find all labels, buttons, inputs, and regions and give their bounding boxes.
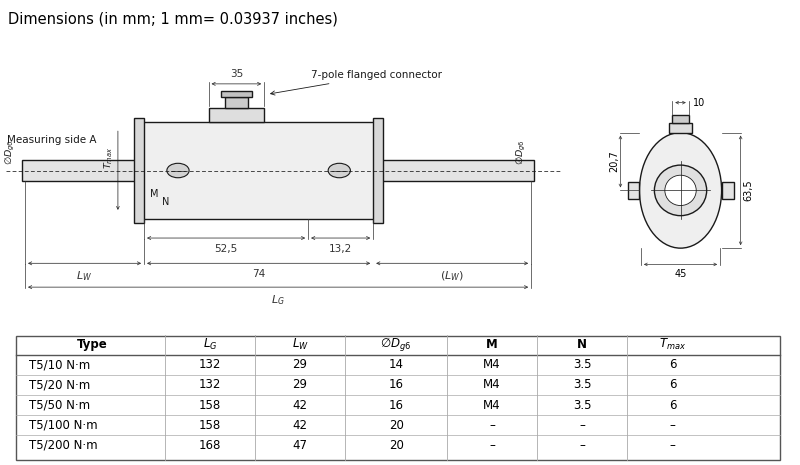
Text: 158: 158 [198, 399, 221, 412]
Text: $\emptyset D_{g6}$: $\emptyset D_{g6}$ [515, 139, 528, 165]
Circle shape [328, 163, 350, 178]
Text: 20: 20 [389, 439, 403, 452]
Text: M: M [486, 338, 498, 351]
Text: N: N [162, 197, 169, 207]
Text: 7-pole flanged connector: 7-pole flanged connector [270, 71, 442, 95]
Text: 63,5: 63,5 [744, 179, 754, 201]
Bar [134, 118, 144, 223]
Text: 29: 29 [293, 359, 307, 372]
Text: 35: 35 [230, 69, 243, 79]
Text: Type: Type [77, 338, 108, 351]
Text: 6: 6 [669, 399, 676, 412]
Text: 3.5: 3.5 [573, 359, 591, 372]
Text: –: – [489, 439, 495, 452]
Text: 42: 42 [293, 418, 307, 432]
Bar [139, 122, 378, 219]
Text: 132: 132 [198, 359, 221, 372]
Text: 16: 16 [389, 399, 403, 412]
Text: T5/50 N·m: T5/50 N·m [29, 399, 90, 412]
Text: $L_G$: $L_G$ [202, 337, 217, 352]
Text: $L_G$: $L_G$ [271, 293, 285, 307]
Text: T5/20 N·m: T5/20 N·m [29, 379, 90, 392]
Text: $(L_W)$: $(L_W)$ [440, 269, 464, 283]
Text: 16: 16 [389, 379, 403, 392]
Text: N: N [578, 338, 587, 351]
Text: 20: 20 [389, 418, 403, 432]
Text: –: – [579, 439, 586, 452]
Bar [722, 182, 734, 199]
Text: 10: 10 [693, 98, 705, 107]
Bar [627, 182, 639, 199]
Ellipse shape [639, 133, 722, 248]
Text: –: – [670, 439, 675, 452]
Circle shape [665, 175, 696, 206]
Text: 3.5: 3.5 [573, 399, 591, 412]
Bar [22, 159, 139, 181]
Bar [378, 159, 534, 181]
Text: $T_{max}$: $T_{max}$ [102, 147, 114, 169]
Text: Dimensions (in mm; 1 mm= 0.03937 inches): Dimensions (in mm; 1 mm= 0.03937 inches) [8, 12, 338, 27]
Text: 6: 6 [669, 379, 676, 392]
Circle shape [654, 165, 706, 216]
Text: 3.5: 3.5 [573, 379, 591, 392]
Text: M: M [150, 188, 158, 199]
Circle shape [167, 163, 189, 178]
Bar [221, 92, 252, 97]
Text: $L_W$: $L_W$ [77, 269, 93, 283]
Text: –: – [579, 418, 586, 432]
Text: Measuring side A: Measuring side A [6, 135, 96, 146]
Text: 132: 132 [198, 379, 221, 392]
Text: –: – [670, 418, 675, 432]
Bar [225, 97, 248, 108]
Text: M4: M4 [483, 359, 501, 372]
Text: 20,7: 20,7 [609, 151, 619, 173]
Text: $L_W$: $L_W$ [291, 337, 309, 352]
Text: 42: 42 [293, 399, 307, 412]
Bar [670, 123, 692, 133]
Text: T5/100 N·m: T5/100 N·m [29, 418, 98, 432]
Text: T5/200 N·m: T5/200 N·m [29, 439, 98, 452]
Text: 158: 158 [198, 418, 221, 432]
Text: M4: M4 [483, 399, 501, 412]
Text: 29: 29 [293, 379, 307, 392]
Text: $\emptyset D_{g6}$: $\emptyset D_{g6}$ [3, 139, 17, 165]
Text: –: – [489, 418, 495, 432]
Text: 74: 74 [252, 269, 266, 279]
Text: M4: M4 [483, 379, 501, 392]
Bar [374, 118, 383, 223]
Bar [672, 115, 689, 123]
Text: 6: 6 [669, 359, 676, 372]
Text: $\varnothing D_{g6}$: $\varnothing D_{g6}$ [381, 336, 412, 353]
Bar [209, 108, 264, 122]
Text: $T_{max}$: $T_{max}$ [659, 337, 686, 352]
Text: 168: 168 [198, 439, 221, 452]
Text: 47: 47 [293, 439, 307, 452]
Text: 52,5: 52,5 [214, 244, 238, 254]
Text: T5/10 N·m: T5/10 N·m [29, 359, 90, 372]
Text: 45: 45 [674, 269, 686, 279]
Text: 13,2: 13,2 [329, 244, 352, 254]
Text: 14: 14 [389, 359, 403, 372]
